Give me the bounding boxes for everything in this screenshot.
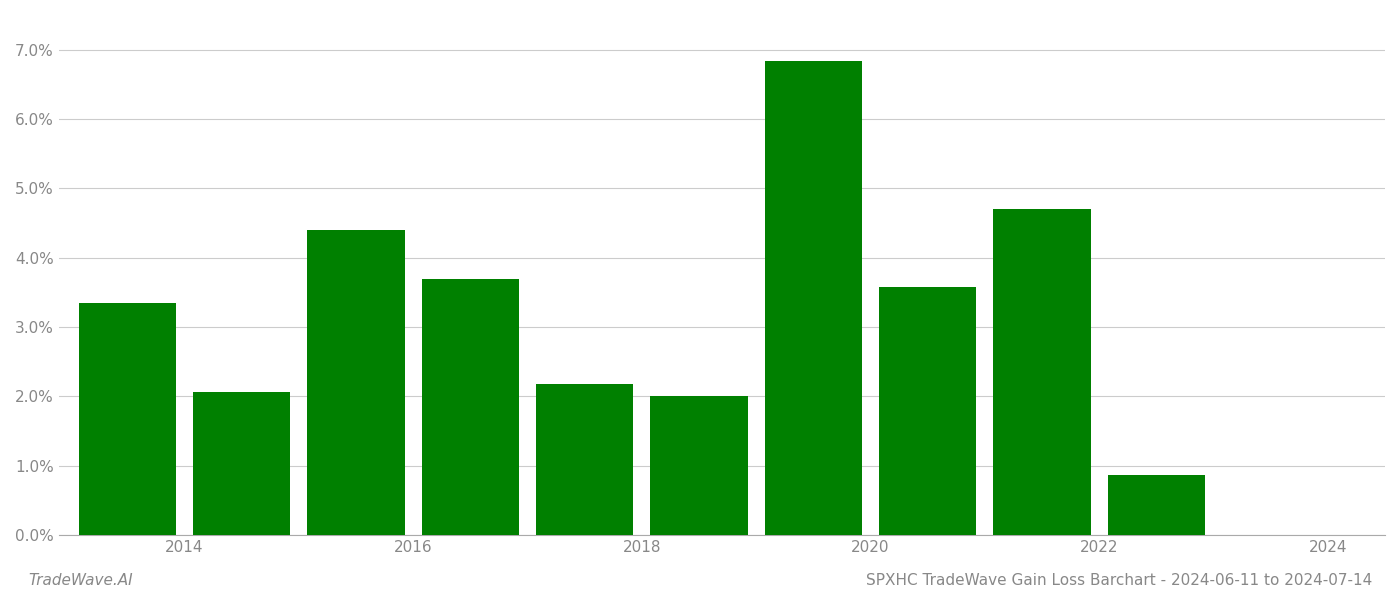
Text: TradeWave.AI: TradeWave.AI xyxy=(28,573,133,588)
Bar xyxy=(308,230,405,535)
Text: SPXHC TradeWave Gain Loss Barchart - 2024-06-11 to 2024-07-14: SPXHC TradeWave Gain Loss Barchart - 202… xyxy=(865,573,1372,588)
Bar xyxy=(994,209,1091,535)
Bar xyxy=(879,287,976,535)
Bar xyxy=(764,61,862,535)
Bar xyxy=(421,278,519,535)
Bar xyxy=(651,397,748,535)
Bar xyxy=(536,384,633,535)
Bar xyxy=(78,303,176,535)
Bar xyxy=(193,392,290,535)
Bar xyxy=(1107,475,1205,535)
